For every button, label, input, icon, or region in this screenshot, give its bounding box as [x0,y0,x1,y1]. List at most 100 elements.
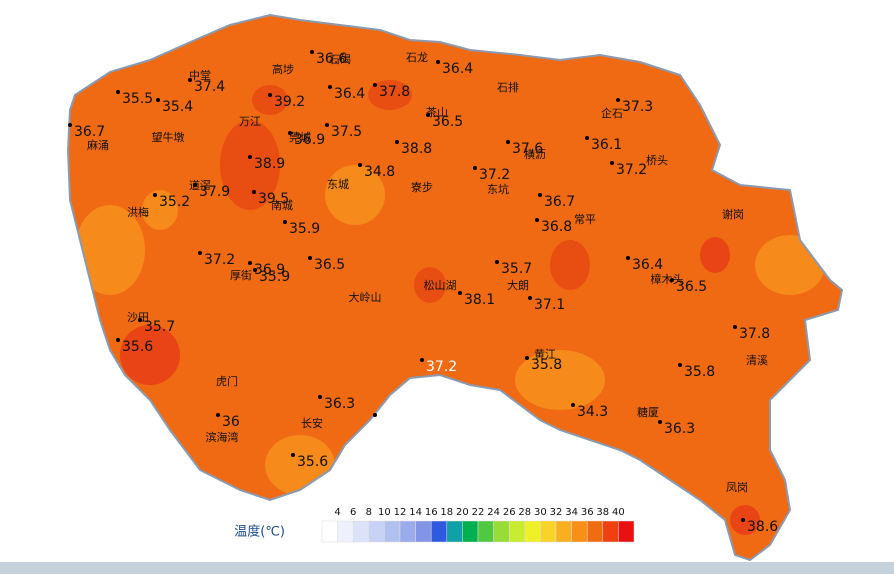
place-name: 糖厦 [637,405,659,419]
legend-tick-label: 22 [472,507,485,518]
place-name: 厚街 [230,268,252,282]
temperature-reading: 38.8 [401,141,432,157]
temperature-reading: 34.3 [577,404,608,420]
banner [0,562,894,574]
temperature-reading: 36.4 [442,61,473,77]
legend-swatch [321,520,338,543]
place-name: 石排 [497,80,519,94]
station-dot [610,161,614,165]
station-dot [328,85,332,89]
temperature-reading: 37.9 [199,184,230,200]
station-dot [310,50,314,54]
temperature-reading: 37.3 [622,99,653,115]
station-dot [358,163,362,167]
temperature-reading: 36.5 [314,257,345,273]
temperature-reading: 36.8 [541,219,572,235]
place-name: 望牛墩 [152,130,185,144]
station-dot [253,268,257,272]
station-dot [188,78,192,82]
legend-swatch [586,520,604,543]
legend-swatch [368,520,385,543]
place-name: 常平 [574,213,596,226]
legend-swatch [524,520,541,543]
temperature-reading: 36.5 [676,279,707,295]
station-dot [288,131,292,135]
legend-tick-label: 4 [334,507,340,518]
temperature-reading: 38.1 [464,292,495,308]
station-dot [585,136,589,140]
legend-tick-label: 10 [378,507,391,518]
place-name: 沙田 [127,311,149,324]
legend-tick-label: 36 [581,507,594,518]
place-name: 东坑 [487,182,509,196]
station-dot [420,358,424,362]
station-dot [373,83,377,87]
legend-tick-label: 38 [596,507,609,518]
place-name: 南城 [271,199,293,212]
temperature-reading: 39.5 [258,191,289,207]
place-name: 万江 [239,115,261,128]
temperature-reading: 35.2 [159,194,190,210]
place-name: 莞城 [289,131,311,144]
station-dot [678,363,682,367]
station-dot [528,296,532,300]
station-dot [733,325,737,329]
place-name: 桥头 [646,154,668,167]
station-dot [626,256,630,260]
station-dot [291,453,295,457]
temperature-reading: 37.2 [616,162,647,178]
station-dot [395,140,399,144]
temperature-reading: 37.8 [739,326,770,342]
legend-tick-label: 6 [350,507,356,518]
station-dot [571,403,575,407]
place-name: 石碣 [329,53,351,66]
station-dot [252,190,256,194]
station-dot [426,113,430,117]
station-dot [153,193,157,197]
station-dot [216,413,220,417]
station-dot [373,413,377,417]
place-name: 清溪 [746,354,768,367]
temperature-reading: 35.7 [144,319,175,335]
station-dot [116,338,120,342]
place-name: 企石 [601,106,623,120]
place-name: 高埗 [272,62,294,76]
place-name: 洪梅 [127,205,149,219]
temperature-reading: 37.1 [534,297,565,313]
place-name: 大岭山 [349,290,382,304]
station-dot [116,90,120,94]
station-dot [525,356,529,360]
legend-tick-label: 14 [409,507,422,518]
temperature-reading: 37.5 [331,124,362,140]
legend-title: 温度(℃) [234,524,285,540]
temperature-reading: 36.6 [316,51,347,67]
station-dot [248,261,252,265]
temperature-reading: 36.4 [334,86,365,102]
temperature-reading: 36.9 [294,132,325,148]
temperature-reading: 36.4 [632,257,663,273]
place-name: 凤岗 [726,481,748,494]
temperature-reading: 35.7 [501,261,532,277]
station-dot [198,251,202,255]
place-name: 横沥 [524,147,546,161]
station-dot [193,183,197,187]
temperature-reading: 37.8 [379,84,410,100]
place-name: 长安 [301,416,323,430]
legend-swatch [399,520,416,543]
temperature-reading: 36.3 [324,396,355,412]
place-name: 松山湖 [424,278,457,292]
place-name: 樟木头 [651,272,684,286]
legend-swatch [540,520,557,543]
station-dot [156,98,160,102]
place-name: 滨海湾 [206,430,239,444]
station-dot [741,518,745,522]
temperature-reading: 35.4 [162,99,193,115]
temperature-reading: 36 [222,414,240,430]
legend-swatch [618,520,635,543]
temperature-reading: 37 [379,414,397,430]
temperature-reading: 36.1 [591,137,622,153]
temperature-reading: 37.6 [512,141,543,157]
station-dot [616,98,620,102]
legend-tick-label: 26 [503,507,516,518]
place-name: 谢岗 [722,207,744,221]
